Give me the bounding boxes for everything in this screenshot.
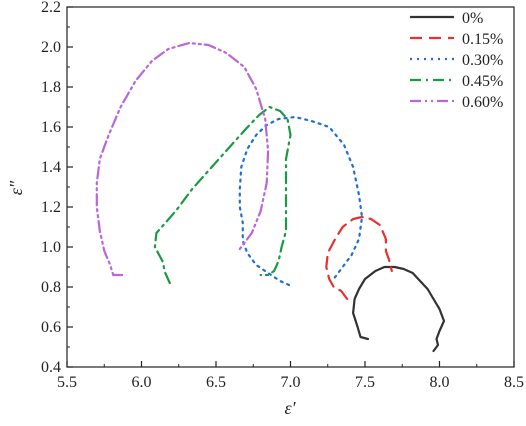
y-tick-label: 0.4 xyxy=(41,359,61,376)
legend-label: 0% xyxy=(462,10,483,27)
y-tick-label: 1.6 xyxy=(41,119,61,136)
x-tick-label: 6.5 xyxy=(206,374,226,391)
y-tick-label: 0.6 xyxy=(41,319,61,336)
x-axis: 5.5 6.0 6.5 7.0 7.5 8.0 8.5 xyxy=(57,361,524,391)
x-tick-label: 7.0 xyxy=(281,374,301,391)
series-line-4 xyxy=(95,41,270,277)
y-tick-label: 1.4 xyxy=(41,159,61,176)
legend-label: 0.15% xyxy=(462,31,503,48)
series-line-1 xyxy=(325,215,393,301)
x-tick-label: 5.5 xyxy=(57,374,77,391)
y-tick-label: 1.2 xyxy=(41,199,61,216)
y-axis-label: ε″ xyxy=(6,180,26,195)
y-tick-label: 2.0 xyxy=(41,39,61,56)
plot-frame xyxy=(66,6,515,368)
x-tick-label: 8.0 xyxy=(430,374,450,391)
series-line-3 xyxy=(153,105,292,285)
legend-label: 0.60% xyxy=(462,94,503,111)
series-line-2 xyxy=(238,115,364,287)
series-line-0 xyxy=(352,265,446,353)
y-tick-label: 0.8 xyxy=(41,279,61,296)
series-layer xyxy=(95,41,446,353)
y-tick-label: 2.2 xyxy=(41,0,61,16)
y-tick-label: 1.0 xyxy=(41,239,61,256)
x-tick-label: 8.5 xyxy=(504,374,524,391)
x-tick-label: 7.5 xyxy=(355,374,375,391)
x-tick-label: 6.0 xyxy=(132,374,152,391)
legend-label: 0.45% xyxy=(462,73,503,90)
legend-label: 0.30% xyxy=(462,52,503,69)
x-axis-label: ε′ xyxy=(284,398,296,418)
y-axis: 0.4 0.6 0.8 1.0 1.2 1.4 1.6 1.8 2.0 2.2 xyxy=(41,0,73,376)
legend: 0% 0.15% 0.30% 0.45% 0.60% xyxy=(410,10,503,111)
y-tick-label: 1.8 xyxy=(41,79,61,96)
